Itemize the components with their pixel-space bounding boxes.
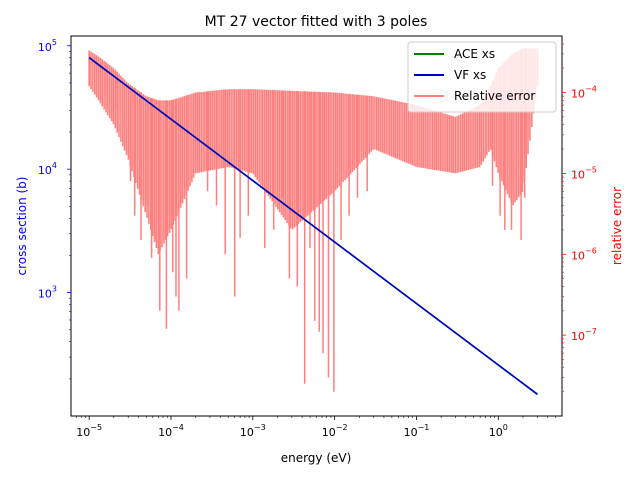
- y-tick-label: 103: [38, 285, 57, 301]
- legend-label-error: Relative error: [454, 89, 535, 103]
- legend-label-ace: ACE xs: [454, 47, 495, 61]
- x-tick-label: 10−3: [240, 423, 266, 439]
- x-tick-label: 10−1: [404, 423, 430, 439]
- x-axis-ticks: 10−5 10−4 10−3 10−2 10−1 100: [76, 416, 556, 439]
- y-tick-label: 105: [38, 38, 57, 54]
- x-axis-label: energy (eV): [281, 451, 352, 465]
- legend-label-vf: VF xs: [454, 68, 486, 82]
- cross-section-series: [88, 57, 538, 395]
- y2-tick-label: 10−6: [571, 246, 597, 262]
- chart-title: MT 27 vector fitted with 3 poles: [205, 14, 428, 30]
- y2-tick-label: 10−4: [571, 85, 597, 101]
- legend-box: [407, 41, 557, 113]
- y2-tick-label: 10−7: [571, 327, 597, 343]
- x-tick-label: 10−2: [322, 423, 348, 439]
- vf-xs-line: [88, 57, 538, 395]
- y2-axis-ticks: 10−7 10−6 10−5 10−4: [562, 43, 597, 392]
- y2-tick-label: 10−5: [571, 165, 597, 181]
- x-tick-label: 100: [489, 423, 508, 439]
- x-tick-label: 10−5: [76, 423, 102, 439]
- legend: ACE xs VF xs Relative error: [407, 41, 557, 113]
- y-axis-label: cross section (b): [15, 177, 29, 276]
- y-tick-label: 104: [38, 161, 57, 177]
- y-axis-ticks: 103 104 105: [38, 38, 71, 380]
- x-tick-label: 10−4: [158, 423, 184, 439]
- relative-error-series: [88, 48, 539, 392]
- y2-axis-label: relative error: [610, 187, 624, 265]
